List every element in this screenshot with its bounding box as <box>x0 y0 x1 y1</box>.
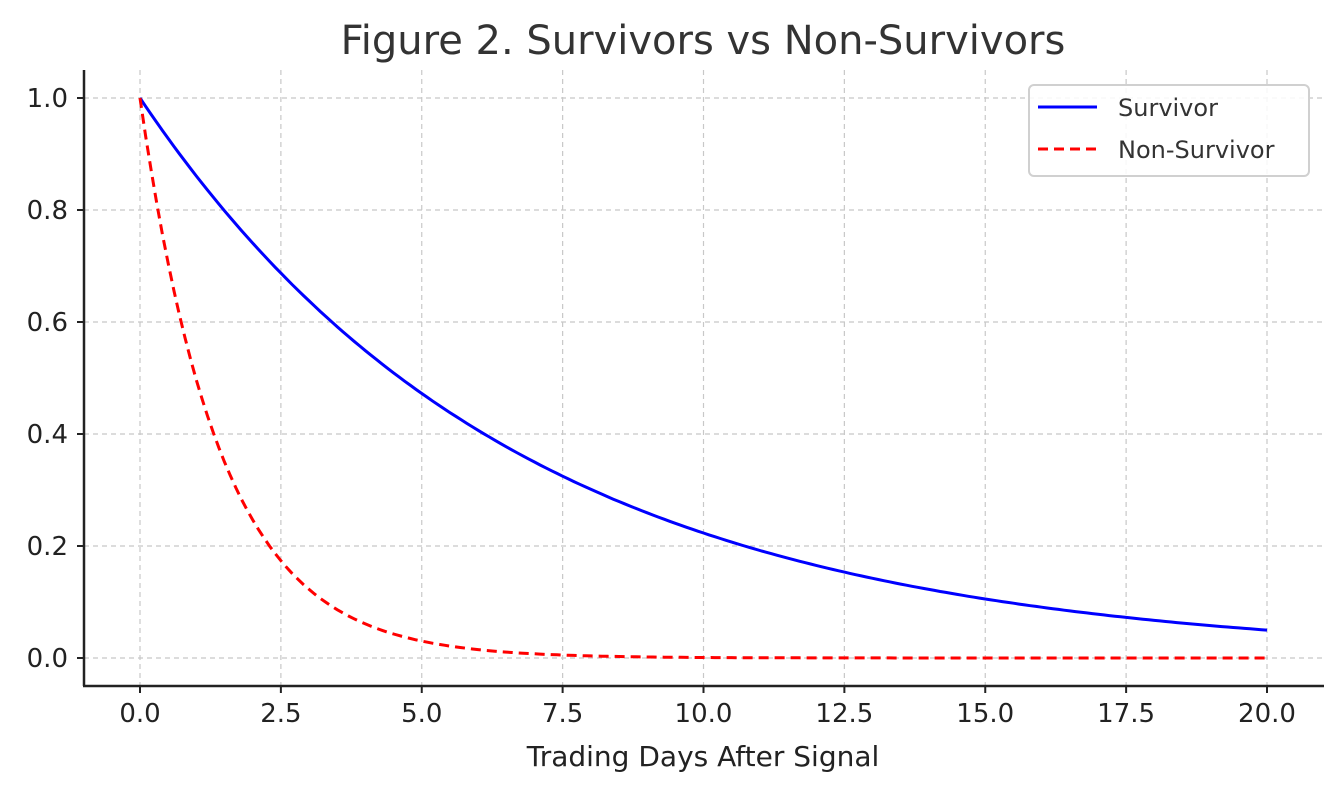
x-tick-label: 10.0 <box>675 699 733 729</box>
legend-label-non-survivor: Non-Survivor <box>1118 136 1275 164</box>
x-tick-label: 20.0 <box>1238 699 1296 729</box>
y-tick-label: 0.4 <box>27 420 68 450</box>
x-axis-label: Trading Days After Signal <box>526 740 880 773</box>
legend-label-survivor: Survivor <box>1118 94 1218 122</box>
grid <box>84 70 1324 686</box>
plot-lines <box>138 97 1268 660</box>
x-tick-label: 2.5 <box>260 699 301 729</box>
x-tick-label: 17.5 <box>1097 699 1155 729</box>
x-tick-label: 7.5 <box>542 699 583 729</box>
x-tick-label: 5.0 <box>401 699 442 729</box>
y-tick-label: 0.8 <box>27 196 68 226</box>
y-tick-label: 0.2 <box>27 532 68 562</box>
y-tick-label: 0.0 <box>27 644 68 674</box>
chart-title: Figure 2. Survivors vs Non-Survivors <box>341 18 1066 64</box>
x-ticks: 0.0 2.5 5.0 7.5 10.0 12.5 15.0 17.5 20.0 <box>119 686 1296 729</box>
x-tick-label: 0.0 <box>119 699 160 729</box>
y-ticks: 0.0 0.2 0.4 0.6 0.8 1.0 <box>27 84 84 674</box>
y-tick-label: 0.6 <box>27 308 68 338</box>
x-tick-label: 12.5 <box>815 699 873 729</box>
series-line-non-survivor <box>138 97 1267 660</box>
series-line-survivor <box>138 97 1268 632</box>
x-tick-label: 15.0 <box>956 699 1014 729</box>
y-tick-label: 1.0 <box>27 84 68 114</box>
legend: Survivor Non-Survivor <box>1028 84 1310 177</box>
